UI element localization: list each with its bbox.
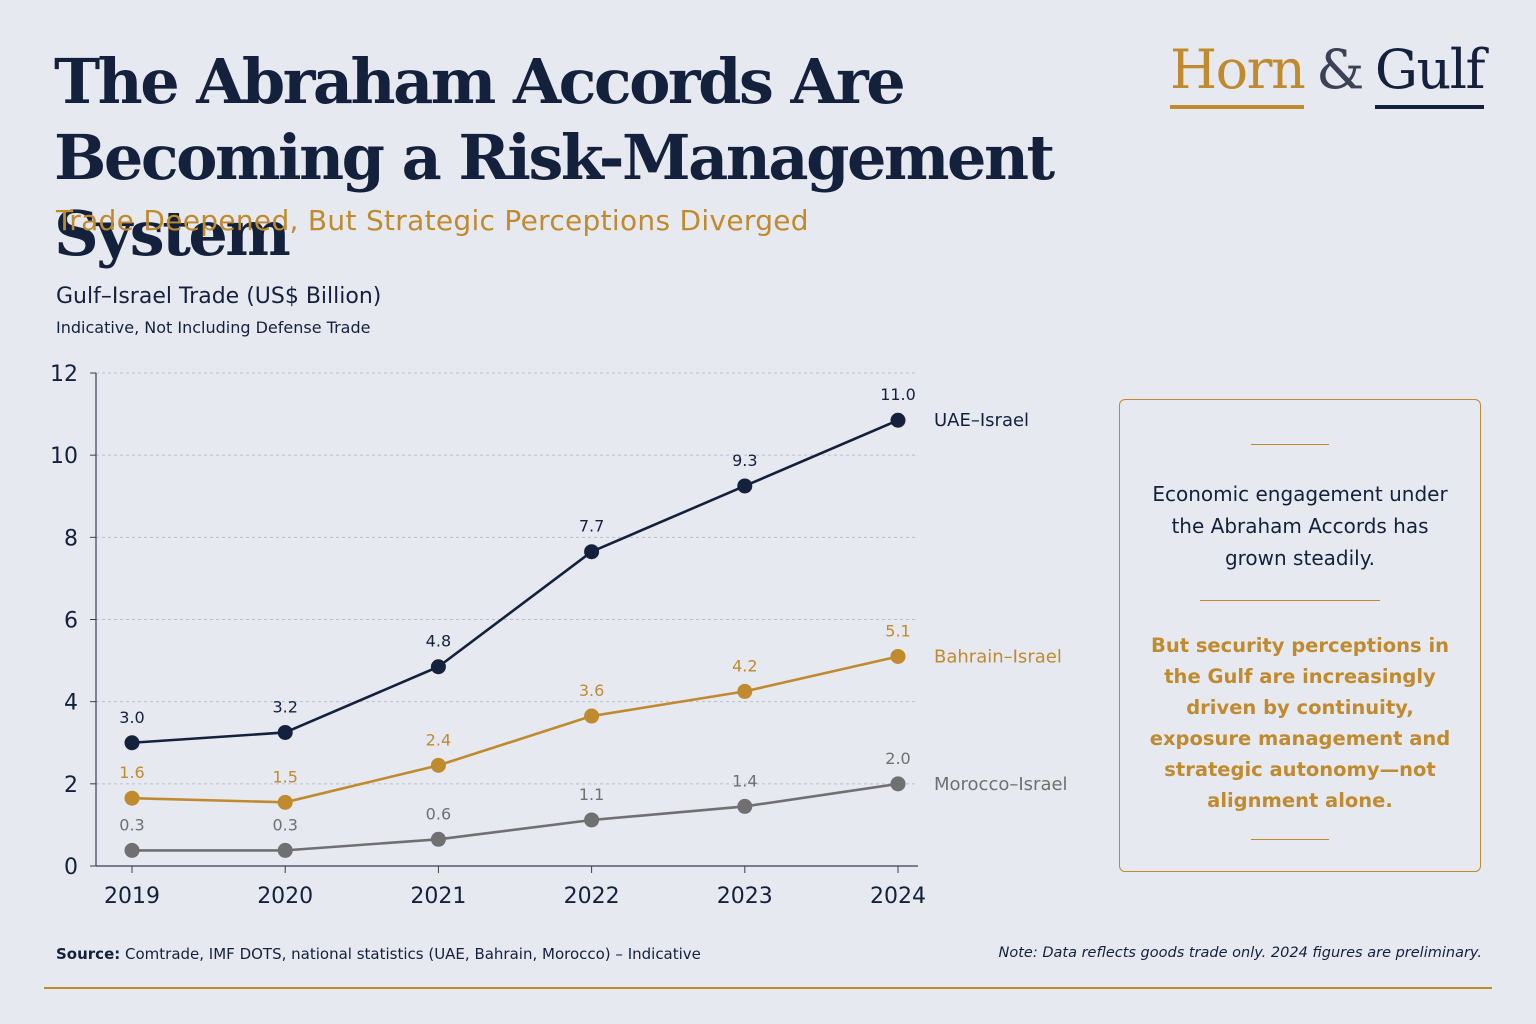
data-point	[584, 812, 600, 828]
y-tick-label: 10	[50, 444, 78, 469]
data-point	[277, 724, 293, 740]
data-label: 9.3	[732, 451, 757, 470]
data-point	[430, 831, 446, 847]
y-tick-label: 0	[64, 855, 78, 880]
data-label: 3.2	[272, 697, 297, 716]
data-label: 1.1	[579, 785, 604, 804]
data-label: 2.4	[426, 730, 451, 749]
y-tick-label: 4	[64, 691, 78, 716]
data-point	[890, 648, 906, 664]
series-line	[132, 782, 899, 852]
data-point	[124, 842, 140, 858]
data-point	[430, 659, 446, 675]
x-tick-label: 2021	[410, 884, 466, 909]
data-point	[124, 735, 140, 751]
data-point	[890, 776, 906, 792]
title-line-2: Becoming a Risk-Management System	[54, 121, 1055, 270]
x-tick-label: 2022	[564, 884, 620, 909]
x-tick-label: 2023	[717, 884, 773, 909]
logo-word-horn: Horn	[1170, 38, 1306, 109]
data-label: 1.6	[119, 763, 144, 782]
callout-box: Economic engagement under the Abraham Ac…	[1119, 399, 1481, 872]
data-note: Note: Data reflects goods trade only. 20…	[998, 945, 1482, 961]
y-tick-label: 12	[50, 362, 78, 387]
data-point	[737, 798, 753, 814]
data-point	[737, 478, 753, 494]
y-tick-label: 8	[64, 526, 78, 551]
logo-word-gulf: Gulf	[1374, 38, 1486, 109]
title-line-1: The Abraham Accords Are	[54, 45, 906, 118]
callout-rule-top	[1251, 444, 1329, 445]
data-label: 0.6	[426, 804, 451, 823]
data-point	[890, 412, 906, 428]
y-tick-label: 2	[64, 773, 78, 798]
callout-text-security: But security perceptions in the Gulf are…	[1149, 634, 1451, 812]
x-tick-label: 2020	[257, 884, 313, 909]
data-point	[124, 790, 140, 806]
page-subtitle: Trade Deepened, But Strategic Perception…	[56, 204, 809, 237]
series-name-label: Morocco–Israel	[934, 774, 1068, 795]
data-label: 0.3	[272, 815, 297, 834]
callout-text-economic: Economic engagement under the Abraham Ac…	[1152, 482, 1448, 570]
data-label: 2.0	[885, 749, 910, 768]
data-label: 0.3	[119, 815, 144, 834]
y-tick-label: 6	[64, 609, 78, 634]
x-tick-label: 2019	[104, 884, 160, 909]
series-name-label: Bahrain–Israel	[934, 646, 1062, 667]
page-title: The Abraham Accords Are Becoming a Risk-…	[54, 44, 1114, 272]
data-label: 5.1	[885, 621, 910, 640]
brand-logo: Horn & Gulf	[1170, 38, 1486, 109]
logo-ampersand: &	[1316, 38, 1364, 101]
source-text: Comtrade, IMF DOTS, national statistics …	[120, 945, 701, 963]
data-label: 1.4	[732, 771, 757, 790]
data-point	[584, 708, 600, 724]
data-label: 3.0	[119, 708, 144, 727]
series-line	[131, 655, 899, 804]
footer-divider	[44, 987, 1492, 989]
data-label: 4.2	[732, 656, 757, 675]
data-point	[277, 842, 293, 858]
data-point	[737, 683, 753, 699]
callout-rule-bottom	[1251, 839, 1329, 840]
chart-title: Gulf–Israel Trade (US$ Billion)	[56, 284, 382, 309]
data-point	[430, 757, 446, 773]
data-point	[277, 794, 293, 810]
callout-rule-middle	[1200, 600, 1380, 601]
data-label: 1.5	[272, 767, 297, 786]
series-name-label: UAE–Israel	[934, 410, 1029, 431]
series-line	[131, 419, 899, 745]
data-label: 11.0	[880, 385, 916, 404]
data-label: 4.8	[426, 632, 451, 651]
source-note: Source: Comtrade, IMF DOTS, national sta…	[56, 945, 701, 963]
data-label: 3.6	[579, 681, 604, 700]
data-point	[584, 544, 600, 560]
source-label: Source:	[56, 945, 121, 963]
chart-subtitle: Indicative, Not Including Defense Trade	[56, 318, 371, 337]
x-tick-label: 2024	[870, 884, 926, 909]
data-label: 7.7	[579, 517, 604, 536]
